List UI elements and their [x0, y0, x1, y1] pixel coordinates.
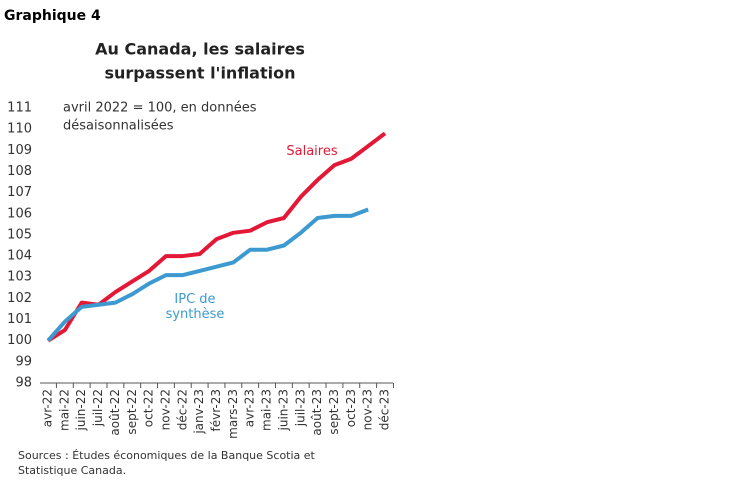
- series-line: [46, 207, 369, 343]
- source: Statistique Canada.: [18, 464, 126, 477]
- y-tick-label: 106: [7, 206, 32, 221]
- x-tick-label: nov-23: [361, 389, 375, 430]
- series-label: Salaires: [286, 144, 338, 159]
- x-tick-label: juin-22: [74, 389, 88, 431]
- header: Graphique 4: [4, 8, 101, 24]
- y-tick-label: 99: [15, 354, 32, 369]
- x-tick-label: avr-22: [41, 389, 55, 427]
- x-tick-label: sept-22: [125, 389, 139, 435]
- x-tick-label: nov-22: [158, 389, 172, 430]
- y-tick-label: 111: [7, 101, 32, 116]
- x-tick-label: avr-23: [243, 389, 257, 427]
- x-tick-label: oct-22: [142, 389, 156, 427]
- y-tick-label: 109: [7, 143, 32, 158]
- x-tick-label: août-22: [108, 389, 122, 436]
- x-tick-label: janv-23: [192, 389, 206, 435]
- x-tick-label: juin-23: [276, 389, 290, 431]
- x-tick-label: févr-23: [209, 389, 223, 431]
- x-tick-label: déc-22: [175, 389, 189, 430]
- y-tick-label: 100: [7, 333, 32, 348]
- x-tick-label: mars-23: [226, 389, 240, 439]
- y-tick-label: 108: [7, 164, 32, 179]
- series-line: [46, 131, 387, 343]
- x-tick-label: déc-23: [378, 389, 392, 430]
- y-tick-label: 107: [7, 185, 32, 200]
- subtitle: avril 2022 = 100, en données: [63, 101, 257, 116]
- chart-title: surpassent l'inflation: [105, 64, 296, 83]
- series-label: IPC de synthèse: [165, 292, 225, 322]
- x-tick-label: mai-23: [260, 389, 274, 431]
- y-tick-label: 98: [15, 376, 32, 391]
- x-tick-label: sept-23: [327, 389, 341, 435]
- x-tick-label: juil-22: [91, 389, 105, 427]
- y-tick-label: 102: [7, 291, 32, 306]
- chart-title: Au Canada, les salaires: [95, 40, 305, 59]
- x-tick-label: mai-22: [57, 389, 71, 431]
- x-tick-label: juil-23: [293, 389, 307, 427]
- y-tick-label: 105: [7, 227, 32, 242]
- subtitle: désaisonnalisées: [63, 119, 174, 134]
- y-tick-label: 110: [7, 122, 32, 137]
- x-tick-label: août-23: [310, 389, 324, 436]
- y-tick-label: 103: [7, 270, 32, 285]
- y-tick-label: 101: [7, 312, 32, 327]
- x-tick-label: oct-23: [344, 389, 358, 427]
- y-tick-label: 104: [7, 249, 32, 264]
- source: Sources : Études économiques de la Banqu…: [18, 449, 316, 462]
